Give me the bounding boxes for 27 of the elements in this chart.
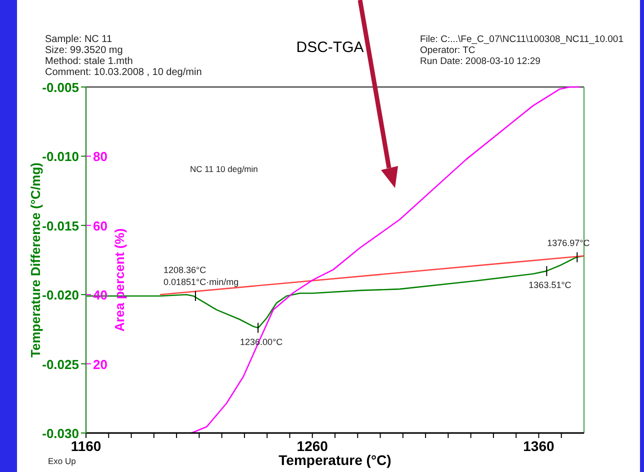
y2-tick-label: 60 (93, 218, 108, 234)
text: Exo Up (48, 456, 76, 466)
annotation: 1363.51°C (528, 280, 572, 290)
text: Method: stale 1.mth (45, 56, 133, 67)
annotation: NC 11 10 deg/min (190, 164, 258, 174)
chart-title: DSC-TGA (296, 39, 364, 56)
annotation: 1208.36°C 0.01851°C·min/mg (163, 264, 239, 287)
y-axis-title: Temperature Difference (°C/mg) (28, 162, 43, 358)
text: Sample: NC 11 (45, 34, 113, 45)
y-tick-label: -0.025 (42, 356, 79, 372)
text: File: C:...\Fe_C_07\NC11\100308_NC11_10.001 (420, 34, 624, 45)
y-tick-label: -0.010 (42, 149, 79, 164)
y-tick-label: -0.005 (42, 80, 79, 95)
text: Comment: 10.03.2008 , 10 deg/min (45, 67, 202, 78)
text: Size: 99.3520 mg (45, 45, 123, 56)
text: Operator: TC (420, 45, 476, 56)
y-tick-label: -0.030 (42, 426, 79, 441)
y-tick-label: -0.020 (42, 288, 79, 303)
x-tick-label: 1260 (296, 438, 328, 454)
x-axis-title: Temperature (°C) (278, 452, 392, 468)
y2-tick-label: 80 (93, 149, 108, 164)
x-tick-label: 1160 (70, 438, 102, 454)
text: Run Date: 2008-03-10 12:29 (420, 56, 540, 67)
y2-axis-title: Area percent (%) (112, 228, 127, 332)
y-tick-label: -0.015 (42, 218, 79, 234)
x-tick-label: 1360 (523, 438, 555, 454)
y2-tick-label: 20 (93, 356, 108, 372)
